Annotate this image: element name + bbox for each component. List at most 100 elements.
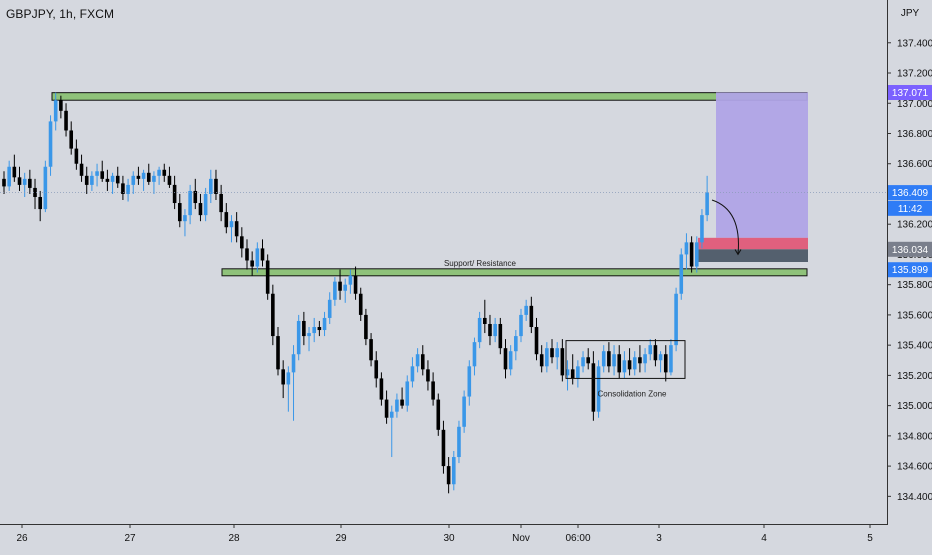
candle-body <box>684 242 689 255</box>
price-tag: 136.034 <box>888 241 932 257</box>
candle-body <box>17 177 22 185</box>
candle <box>483 299 487 334</box>
candle-body <box>141 172 146 179</box>
candle-body <box>534 327 539 355</box>
candle-body <box>105 178 110 182</box>
candle <box>431 372 435 406</box>
consolidation-label: Consolidation Zone <box>598 389 667 398</box>
candle-body <box>271 293 275 337</box>
candle <box>343 278 348 303</box>
x-tick-label: 5 <box>867 533 873 544</box>
candle <box>327 292 332 324</box>
candle-body <box>136 175 141 179</box>
candle-body <box>426 369 430 382</box>
candle-body <box>312 327 316 334</box>
candle <box>7 160 11 191</box>
candle <box>663 345 668 382</box>
candle <box>53 92 58 131</box>
y-tick-label: 135.600 <box>897 310 932 321</box>
candle-body <box>508 351 513 370</box>
candle <box>405 375 410 412</box>
candle <box>234 212 239 243</box>
candle <box>596 360 601 418</box>
candle <box>669 339 673 376</box>
candle <box>705 175 709 222</box>
candle-body <box>59 100 63 111</box>
candle-body <box>653 345 658 361</box>
candle <box>209 169 213 204</box>
candle <box>374 351 379 388</box>
candle <box>684 233 689 270</box>
candle <box>555 342 559 370</box>
target-area <box>716 92 808 238</box>
candle-body <box>188 190 192 216</box>
candle-body <box>663 354 668 373</box>
candle <box>503 339 508 379</box>
candle <box>462 390 466 433</box>
candle-body <box>436 399 441 430</box>
candle <box>17 166 22 191</box>
candle <box>415 348 420 373</box>
candle-body <box>689 242 694 267</box>
candle-body <box>338 281 342 291</box>
candle <box>28 169 32 194</box>
candle-body <box>33 187 37 197</box>
candle <box>586 348 591 370</box>
y-tick-label: 135.800 <box>897 280 932 291</box>
candle-body <box>694 242 699 267</box>
candle <box>126 178 130 202</box>
x-tick-label: 06:00 <box>565 533 590 544</box>
candle <box>115 166 120 188</box>
candle-body <box>203 193 208 216</box>
candle-body <box>358 293 363 315</box>
candle <box>627 348 632 376</box>
candle-body <box>157 169 161 176</box>
candle <box>348 269 353 294</box>
candle-body <box>234 221 239 237</box>
candle <box>441 420 446 474</box>
candle <box>131 171 136 194</box>
candle-body <box>674 293 678 346</box>
candle <box>426 360 430 391</box>
candle-body <box>214 178 218 194</box>
candle-body <box>322 317 327 331</box>
candle <box>291 345 296 421</box>
candle <box>689 236 694 273</box>
candle-body <box>74 148 79 164</box>
candle-body <box>555 348 559 358</box>
zone-rect <box>221 268 808 277</box>
candle <box>43 160 48 213</box>
candle <box>136 166 141 185</box>
x-tick-label: 4 <box>761 533 767 544</box>
candle <box>307 327 311 352</box>
candle <box>622 351 627 379</box>
x-tick-label: 29 <box>335 533 347 544</box>
consolidation-box <box>565 340 686 379</box>
candle-body <box>84 175 89 185</box>
candle <box>524 299 528 321</box>
candle-body <box>317 327 322 331</box>
candle <box>229 215 234 243</box>
candle <box>467 360 472 406</box>
candle <box>167 166 172 188</box>
candle-body <box>64 110 68 131</box>
y-tick-label: 135.200 <box>897 371 932 382</box>
candle-body <box>601 351 606 367</box>
candle-body <box>193 190 198 204</box>
candle-body <box>364 314 368 340</box>
price-tag-bg <box>888 262 932 278</box>
candle <box>84 166 89 194</box>
candle-body <box>121 183 125 194</box>
candle <box>110 172 115 194</box>
candle-body <box>581 357 585 367</box>
candle-body <box>219 193 223 213</box>
candle-body <box>265 260 270 294</box>
candle-body <box>539 354 544 367</box>
candle <box>570 354 575 385</box>
candle <box>296 314 301 361</box>
candle-body <box>596 366 601 412</box>
candle-body <box>498 323 503 349</box>
y-tick-label: 134.600 <box>897 462 932 473</box>
